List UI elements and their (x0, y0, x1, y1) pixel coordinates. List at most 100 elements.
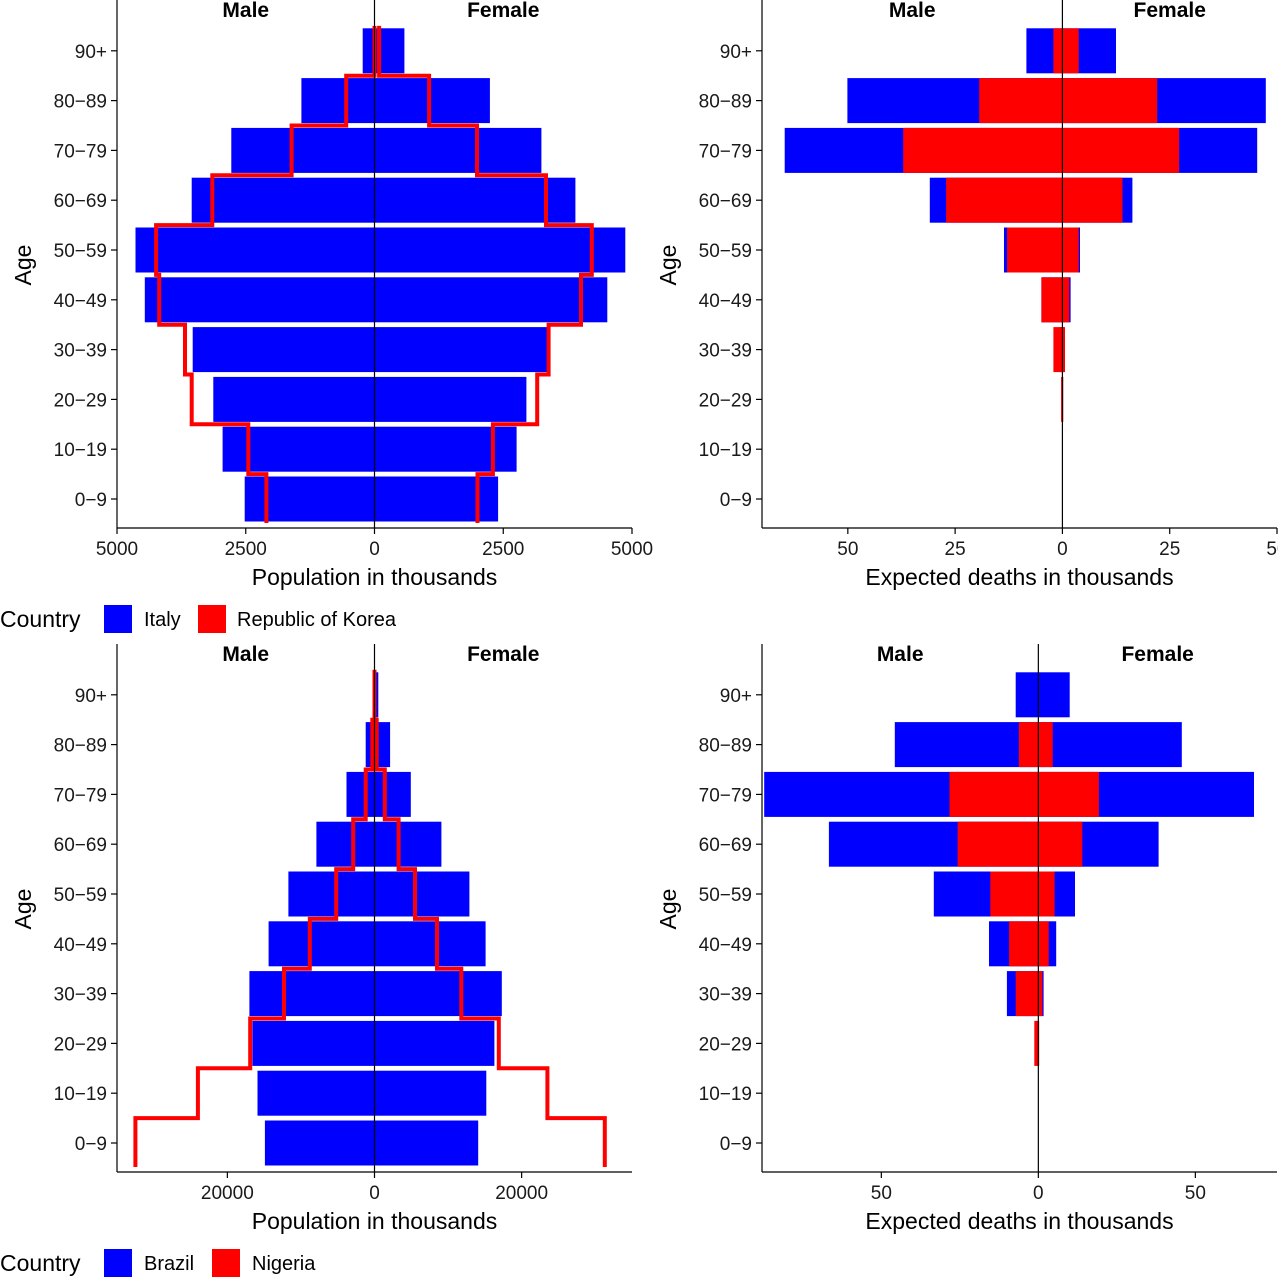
y-axis-title: Age (10, 245, 36, 286)
x-tick-label: 20000 (495, 1183, 548, 1204)
bar-male (213, 376, 375, 422)
bar-female (1062, 277, 1070, 323)
bar-male (1034, 1020, 1039, 1066)
legend-label: Republic of Korea (237, 609, 397, 631)
bar-male (268, 921, 375, 967)
series-nigeria (133, 669, 607, 1167)
y-tick-label: 40−49 (54, 291, 107, 312)
bar-male (222, 426, 375, 472)
bar-male (264, 1120, 375, 1166)
bar-male (949, 771, 1039, 817)
facet-label-male: Male (222, 643, 269, 666)
bar-male (288, 871, 375, 917)
y-tick-label: 90+ (720, 686, 752, 707)
bar-male (316, 821, 375, 867)
y-tick-label: 10−19 (54, 1084, 107, 1105)
panel-bottom-right: 0−9 10−19 20−29 30−39 40−49 50−59 60−69 70−79 80… (655, 643, 1277, 1234)
y-tick-label: 80−89 (699, 92, 752, 113)
legend-top: Country Italy Republic of Korea (0, 605, 397, 633)
y-tick-label: 70−79 (54, 141, 107, 162)
bar-female (374, 177, 576, 223)
x-tick-label: 2500 (225, 539, 267, 560)
legend-swatch (198, 605, 226, 633)
bar-female (1062, 177, 1123, 223)
bar-male (362, 28, 375, 74)
series-nigeria (949, 722, 1099, 1066)
bar-male (192, 327, 375, 373)
y-tick-label: 50−59 (54, 241, 107, 262)
legend-bottom: Country Brazil Nigeria (0, 1249, 316, 1277)
legend-title: Country (0, 1250, 81, 1276)
legend-title: Country (0, 606, 81, 632)
x-axis-title: Population in thousands (252, 564, 498, 590)
y-tick-label: 80−89 (699, 736, 752, 757)
x-axis-title: Expected deaths in thousands (865, 1208, 1173, 1234)
x-tick-label: 5000 (96, 539, 138, 560)
legend-swatch (212, 1249, 240, 1277)
bar-male (252, 1020, 375, 1066)
bar-male (244, 476, 375, 522)
x-axis-title: Expected deaths in thousands (865, 564, 1173, 590)
bar-male (249, 971, 375, 1017)
y-tick-label: 30−39 (699, 985, 752, 1006)
bar-female (374, 376, 527, 422)
facet-label-male: Male (889, 0, 936, 22)
bar-female (374, 1120, 479, 1166)
x-tick-label: 50 (871, 1183, 892, 1204)
bar-male (946, 177, 1063, 223)
bar-male (1007, 227, 1063, 273)
bar-female (374, 871, 470, 917)
series-republic-of-korea (154, 25, 594, 523)
bar-male (1015, 971, 1039, 1017)
bar-female (374, 771, 411, 817)
bar-male (1053, 327, 1063, 373)
bar-male (1061, 376, 1063, 422)
bar-male (1018, 722, 1039, 768)
bar-female (374, 426, 517, 472)
bar-male (990, 871, 1039, 917)
bar-male (1053, 28, 1063, 74)
legend-swatch (104, 1249, 132, 1277)
bar-female (1038, 722, 1182, 768)
y-tick-label: 60−69 (699, 835, 752, 856)
step-line-male (133, 669, 377, 1167)
y-tick-label: 80−89 (54, 736, 107, 757)
step-line-female (372, 669, 607, 1167)
y-tick-label: 0−9 (720, 490, 752, 511)
facet-label-male: Male (877, 643, 924, 666)
y-axis-title: Age (655, 245, 681, 286)
bar-female (374, 127, 542, 173)
y-tick-label: 60−69 (54, 835, 107, 856)
bar-female (1038, 771, 1099, 817)
y-tick-label: 30−39 (54, 985, 107, 1006)
panel-top-right: 0−9 10−19 20−29 30−39 40−49 50−59 60−69 70−79 80… (655, 0, 1278, 590)
bar-female (374, 78, 490, 124)
y-tick-label: 70−79 (699, 141, 752, 162)
bar-female (1062, 78, 1158, 124)
x-tick-label: 0 (369, 539, 380, 560)
x-tick-label: 25 (1159, 539, 1180, 560)
y-tick-label: 10−19 (699, 440, 752, 461)
bar-male (301, 78, 375, 124)
legend-label: Nigeria (252, 1253, 316, 1275)
step-line-male (154, 25, 377, 523)
bar-female (1062, 127, 1180, 173)
y-tick-label: 10−19 (54, 440, 107, 461)
y-tick-label: 50−59 (699, 241, 752, 262)
x-tick-label: 50 (837, 539, 858, 560)
x-tick-label: 0 (1057, 539, 1068, 560)
y-tick-label: 0−9 (75, 490, 107, 511)
y-tick-label: 90+ (720, 42, 752, 63)
y-tick-label: 60−69 (54, 191, 107, 212)
y-tick-label: 70−79 (699, 785, 752, 806)
bar-male (346, 771, 375, 817)
x-tick-label: 50 (1266, 539, 1278, 560)
y-tick-label: 50−59 (699, 885, 752, 906)
x-tick-label: 0 (369, 1183, 380, 1204)
bar-female (1038, 921, 1049, 967)
y-tick-label: 90+ (75, 686, 107, 707)
bar-male (1041, 277, 1063, 323)
bar-male (257, 1070, 375, 1116)
legend-label: Brazil (144, 1253, 194, 1275)
bar-male (1015, 672, 1039, 718)
